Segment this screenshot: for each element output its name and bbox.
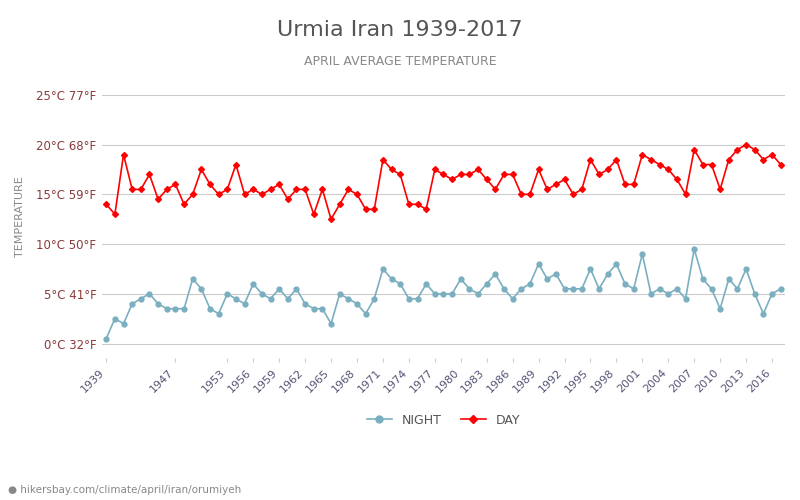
Text: APRIL AVERAGE TEMPERATURE: APRIL AVERAGE TEMPERATURE <box>304 55 496 68</box>
Legend: NIGHT, DAY: NIGHT, DAY <box>362 408 525 432</box>
Text: ● hikersbay.com/climate/april/iran/orumiyeh: ● hikersbay.com/climate/april/iran/orumi… <box>8 485 242 495</box>
Y-axis label: TEMPERATURE: TEMPERATURE <box>15 176 25 257</box>
Text: Urmia Iran 1939-2017: Urmia Iran 1939-2017 <box>277 20 523 40</box>
